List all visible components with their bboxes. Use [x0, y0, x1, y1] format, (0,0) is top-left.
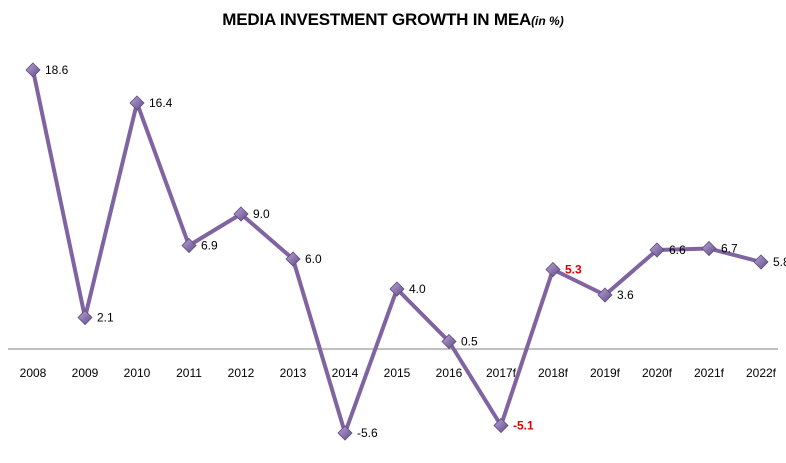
x-tick-label: 2009	[72, 366, 99, 380]
data-label: 0.5	[461, 335, 478, 349]
data-label: 3.6	[617, 288, 634, 302]
data-marker	[753, 254, 769, 270]
x-tick-label: 2011	[176, 366, 202, 380]
data-markers	[25, 62, 769, 441]
data-marker	[25, 62, 41, 78]
data-labels: 18.6 2.1 16.4 6.9 9.0 6.0 -5.6 4.0 0.5 -5.1 5.3 3.6…	[45, 63, 786, 440]
data-label: 6.6	[669, 243, 686, 257]
data-marker	[701, 240, 717, 257]
data-label: -5.6	[357, 426, 378, 440]
x-axis-tick-labels: 2008 2009 2010 2011 2012 2013 2014 2015 2016 2017…	[20, 366, 777, 380]
chart-title-unit: (in %)	[531, 14, 564, 28]
data-label: 2.1	[97, 311, 114, 325]
x-tick-label: 2019f	[590, 366, 621, 380]
data-label: 9.0	[253, 207, 270, 221]
x-tick-label: 2015	[384, 366, 411, 380]
data-marker	[597, 287, 613, 303]
data-label: 5.8	[773, 255, 786, 269]
x-tick-label: 2020f	[642, 366, 673, 380]
x-tick-label: 2010	[124, 366, 151, 380]
data-marker	[285, 251, 301, 267]
data-marker	[129, 95, 145, 111]
data-label: 16.4	[149, 96, 173, 110]
x-tick-label: 2017f	[486, 366, 517, 380]
data-marker	[181, 237, 197, 254]
x-tick-label: 2012	[228, 366, 255, 380]
x-tick-label: 2016	[436, 366, 463, 380]
data-marker	[77, 309, 93, 326]
data-marker	[233, 206, 249, 222]
x-tick-label: 2008	[20, 366, 47, 380]
data-marker	[389, 281, 405, 297]
data-label: 5.3	[565, 263, 582, 277]
data-label: -5.1	[513, 419, 534, 433]
data-marker	[649, 242, 665, 258]
data-label: 6.7	[721, 242, 738, 256]
x-tick-label: 2013	[280, 366, 307, 380]
x-tick-label: 2014	[332, 366, 359, 380]
data-marker	[545, 261, 561, 278]
data-label: 6.9	[201, 239, 218, 253]
data-label: 4.0	[409, 282, 426, 296]
data-label: 6.0	[305, 252, 322, 266]
chart-title: MEDIA INVESTMENT GROWTH IN MEA(in %)	[0, 10, 786, 30]
data-marker	[441, 333, 457, 350]
chart-title-main: MEDIA INVESTMENT GROWTH IN MEA	[222, 10, 532, 29]
x-tick-label: 2022f	[746, 366, 777, 380]
data-marker	[337, 425, 353, 441]
data-label: 18.6	[45, 63, 69, 77]
x-tick-label: 2021f	[694, 366, 725, 380]
data-marker	[493, 417, 509, 434]
x-tick-label: 2018f	[538, 366, 569, 380]
